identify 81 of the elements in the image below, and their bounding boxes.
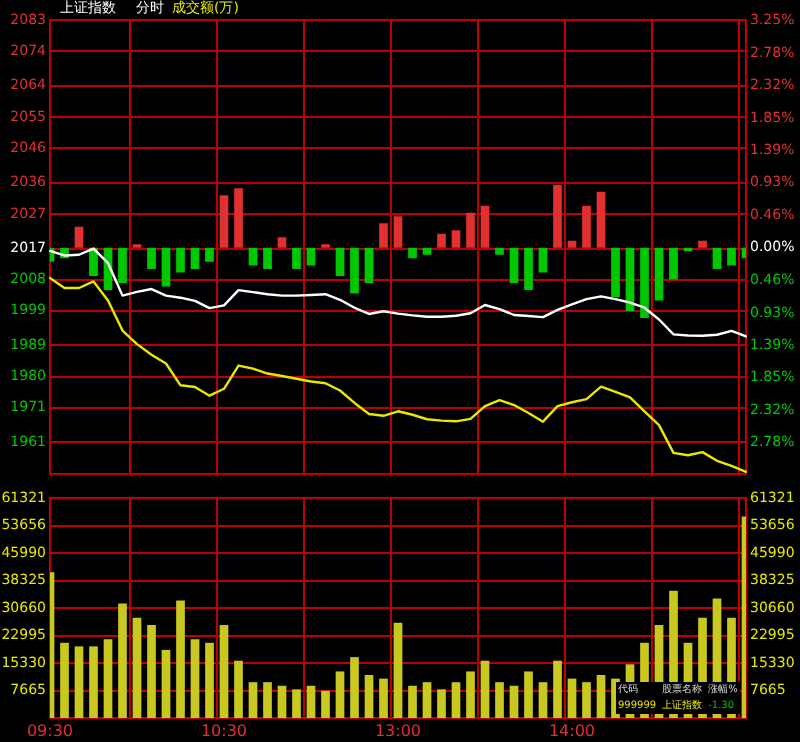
- bar: [509, 685, 519, 718]
- bar: [480, 205, 490, 248]
- bar: [466, 671, 475, 718]
- bar: [176, 247, 185, 273]
- bar: [350, 657, 359, 718]
- bar: [335, 671, 345, 718]
- bar: [451, 682, 461, 718]
- bar: [379, 678, 388, 718]
- bar: [727, 247, 736, 266]
- bar: [364, 247, 374, 283]
- bar: [190, 247, 200, 269]
- bar: [495, 247, 504, 255]
- bar: [234, 660, 243, 718]
- bar: [364, 675, 374, 718]
- bar: [582, 682, 591, 718]
- bar: [292, 689, 301, 718]
- bar: [263, 682, 272, 718]
- bar: [408, 247, 417, 259]
- bar: [147, 247, 156, 269]
- bar: [553, 184, 562, 248]
- bar: [393, 622, 403, 718]
- bar: [408, 685, 417, 718]
- bar: [538, 682, 548, 718]
- bar: [74, 226, 84, 248]
- bar: [234, 188, 243, 248]
- x-tick-label: 14:00: [548, 721, 596, 740]
- bar: [118, 603, 127, 718]
- bar: [306, 685, 316, 718]
- bar: [495, 682, 504, 718]
- bar: [292, 247, 301, 269]
- bar: [161, 247, 171, 287]
- bar: [350, 247, 359, 294]
- bar: [712, 247, 722, 269]
- bar: [669, 247, 678, 280]
- bar: [103, 639, 113, 718]
- bar: [277, 237, 287, 248]
- bar: [321, 690, 330, 718]
- bar: [74, 646, 84, 718]
- bar: [640, 247, 649, 318]
- bar: [553, 660, 562, 718]
- x-tick-label: 09:30: [26, 721, 74, 740]
- bar: [205, 247, 214, 262]
- bar: [89, 646, 98, 718]
- bar: [437, 233, 446, 248]
- bar: [567, 678, 577, 718]
- bar: [654, 247, 664, 301]
- bar: [596, 191, 606, 248]
- bar: [582, 205, 591, 248]
- x-tick-label: 13:00: [374, 721, 422, 740]
- bar: [451, 230, 461, 248]
- bar: [219, 624, 229, 718]
- bar: [596, 675, 606, 718]
- bar: [509, 247, 519, 283]
- bar: [161, 649, 171, 718]
- bar: [524, 671, 533, 718]
- bar: [205, 642, 214, 718]
- bar: [524, 247, 533, 290]
- bar: [422, 247, 432, 255]
- bar: [132, 617, 142, 718]
- bar: [118, 247, 127, 283]
- bar: [263, 247, 272, 269]
- bar: [190, 639, 200, 718]
- bar: [248, 682, 258, 718]
- bar: [89, 247, 98, 276]
- bar: [480, 660, 490, 718]
- bar: [277, 685, 287, 718]
- x-tick-label: 10:30: [200, 721, 248, 740]
- bar: [466, 212, 475, 248]
- bar: [147, 624, 156, 718]
- bar: [538, 247, 548, 273]
- bar: [422, 682, 432, 718]
- bar: [219, 195, 229, 248]
- bar: [567, 240, 577, 248]
- bar: [60, 642, 69, 718]
- bar: [176, 600, 185, 718]
- bar: [698, 240, 707, 248]
- bar: [611, 247, 620, 297]
- bar: [379, 223, 388, 248]
- bar: [335, 247, 345, 276]
- bar: [437, 689, 446, 718]
- bar: [393, 216, 403, 248]
